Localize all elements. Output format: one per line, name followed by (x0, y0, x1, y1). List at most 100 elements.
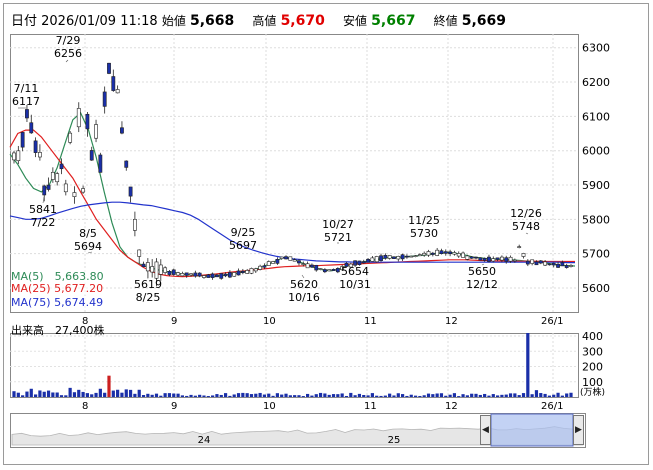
volume-bar (90, 394, 94, 397)
navigator-left-handle[interactable]: ◀ (480, 415, 491, 445)
candle-body (145, 262, 150, 272)
volume-bar (288, 395, 292, 397)
volume-bar (318, 392, 323, 397)
volume-bar (193, 395, 197, 397)
volume-bar (236, 393, 241, 397)
volume-bar (543, 393, 547, 397)
candle-body (361, 261, 366, 264)
candle-body (20, 132, 25, 148)
volume-bar (154, 393, 159, 397)
annotation-pointer (481, 263, 485, 266)
annotation-date: 8/5 (79, 227, 97, 240)
volume-bar (418, 395, 422, 397)
volume-bar (228, 395, 232, 397)
volume-bar (530, 394, 534, 397)
candle-body (461, 252, 465, 258)
candle-body (197, 272, 202, 277)
volume-bar (245, 393, 249, 397)
volume-bar (353, 395, 357, 397)
candle-body (297, 260, 301, 264)
candle-body (443, 251, 448, 254)
navigator-tick-label: 24 (198, 435, 211, 446)
volume-bar (120, 392, 124, 397)
close-label: 終値 (433, 14, 458, 28)
candle-body (150, 266, 155, 273)
annotation-date: 12/26 (510, 207, 542, 220)
volume-bar (383, 395, 387, 397)
candle-body (176, 272, 180, 276)
candle-body (236, 270, 241, 276)
candle-body (76, 108, 81, 128)
candle-body (154, 261, 159, 279)
y-tick-label: 6100 (582, 110, 610, 123)
price-header: 日付 2026/01/09 11:18 始値 5,668 高値 5,670 安値… (11, 10, 506, 29)
volume-bar (284, 393, 288, 397)
volume-bar (340, 393, 344, 397)
volume-bar (327, 394, 331, 397)
candle-body (94, 124, 98, 139)
candle-body (124, 160, 129, 168)
candle-body (184, 272, 189, 276)
candle-body (249, 268, 254, 274)
candle-body (167, 271, 172, 275)
volume-bar (439, 393, 444, 397)
candle-body (132, 218, 137, 231)
volume-bar (465, 395, 469, 397)
volume-bar (262, 394, 267, 397)
candle-body (111, 76, 116, 91)
candle-body (521, 253, 526, 257)
candle-body (340, 266, 345, 271)
volume-bar (370, 393, 374, 397)
volume-bar (293, 395, 297, 397)
annotation-pointer (65, 59, 69, 63)
volume-bar (495, 395, 500, 397)
volume-bar (25, 391, 29, 397)
candle-body (163, 267, 168, 273)
candle-body (357, 260, 362, 266)
candle-body (141, 263, 146, 268)
candle-body (72, 192, 77, 197)
volume-bar (133, 393, 137, 397)
volume-bar (267, 393, 271, 397)
candle-body (180, 273, 185, 277)
volume-bar (223, 393, 228, 397)
volume-bar (232, 394, 236, 397)
candle-body (219, 273, 224, 279)
candle-body (379, 255, 383, 261)
volume-bar (81, 391, 85, 397)
candle-body (530, 259, 535, 264)
annotation-value: 5721 (324, 231, 352, 244)
candle-body (387, 255, 392, 259)
candle-body (482, 258, 487, 261)
volume-bar (185, 395, 189, 397)
candle-body (284, 256, 288, 260)
ma25-legend: MA(25) 5,677.20 (11, 282, 104, 295)
volume-bar (59, 395, 64, 397)
candle-body (12, 152, 16, 161)
volume-bar (452, 393, 457, 397)
candle-body (327, 269, 332, 272)
volume-bar (206, 396, 210, 397)
candle-body (495, 257, 500, 260)
candle-body (59, 163, 64, 170)
candle-body (392, 256, 396, 259)
candle-body (258, 265, 263, 270)
volume-bar (254, 393, 258, 397)
candle-body (405, 255, 409, 258)
candle-body (89, 150, 94, 161)
volume-bar (64, 395, 68, 397)
candle-body (81, 188, 85, 193)
candle-body (55, 173, 60, 183)
volume-header: 出来高 27,400株 (11, 324, 105, 337)
candle-body (206, 274, 211, 278)
navigator-right-handle[interactable]: ▶ (573, 415, 584, 445)
volume-bar (38, 390, 42, 397)
volume-bar (219, 394, 223, 397)
volume-tick-label: 300 (582, 345, 603, 358)
candle-body (469, 256, 474, 259)
candle-body (435, 249, 440, 256)
volume-bar (483, 393, 487, 397)
low-label: 安値 (343, 14, 368, 28)
candle-body (448, 251, 453, 255)
candle-body (262, 265, 267, 268)
